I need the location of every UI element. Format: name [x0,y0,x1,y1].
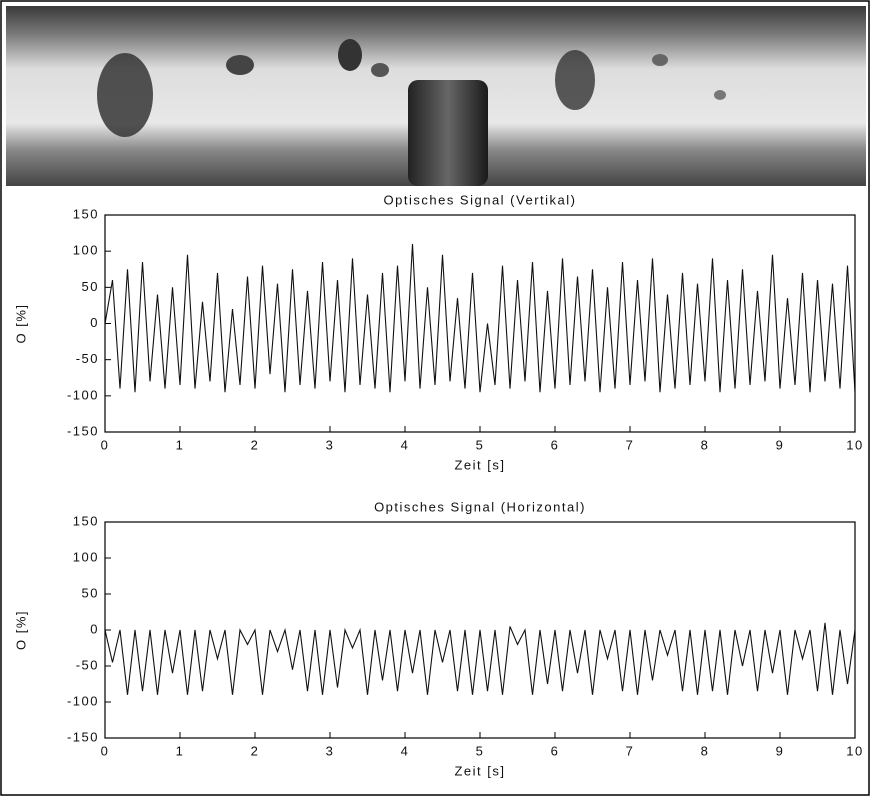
x-tick-label: 0 [101,743,110,758]
chart-title: Optisches Signal (Horizontal) [374,499,586,514]
y-tick-label: 50 [82,279,99,294]
photo [6,6,866,186]
x-tick-label: 6 [551,743,560,758]
x-tick-label: 10 [846,743,863,758]
x-tick-label: 5 [476,437,485,452]
x-tick-label: 4 [401,437,410,452]
x-tick-label: 8 [701,743,710,758]
y-tick-label: -100 [67,693,99,708]
x-tick-label: 2 [251,437,260,452]
x-tick-label: 7 [626,743,635,758]
y-tick-label: -150 [67,729,99,744]
signal-line [104,243,856,393]
y-tick-label: 0 [90,621,99,636]
signal-line [104,622,856,695]
y-tick-label: 150 [73,513,99,528]
y-tick-label: 50 [82,585,99,600]
x-tick-label: 1 [176,743,185,758]
y-tick-label: -100 [67,387,99,402]
x-tick-label: 9 [776,437,785,452]
x-tick-label: 7 [626,437,635,452]
plot-frame [104,521,856,739]
x-tick-label: 3 [326,743,335,758]
y-tick-label: 100 [73,243,99,258]
x-tick-label: 4 [401,743,410,758]
x-tick-label: 5 [476,743,485,758]
x-tick-label: 3 [326,437,335,452]
plot-frame [104,214,856,433]
x-tick-label: 1 [176,437,185,452]
y-axis-label: O [%] [13,303,28,343]
x-tick-label: 8 [701,437,710,452]
y-axis-label: O [%] [13,610,28,650]
x-axis-label: Zeit [s] [454,457,505,472]
x-axis-label: Zeit [s] [454,763,505,778]
x-tick-label: 2 [251,743,260,758]
x-tick-label: 9 [776,743,785,758]
chart-title: Optisches Signal (Vertikal) [384,192,577,207]
y-tick-label: -50 [76,351,99,366]
y-tick-label: 100 [73,549,99,564]
x-tick-label: 6 [551,437,560,452]
y-tick-label: 150 [73,206,99,221]
x-tick-label: 10 [846,437,863,452]
y-tick-label: -150 [67,423,99,438]
y-tick-label: -50 [76,657,99,672]
x-tick-label: 0 [101,437,110,452]
y-tick-label: 0 [90,315,99,330]
